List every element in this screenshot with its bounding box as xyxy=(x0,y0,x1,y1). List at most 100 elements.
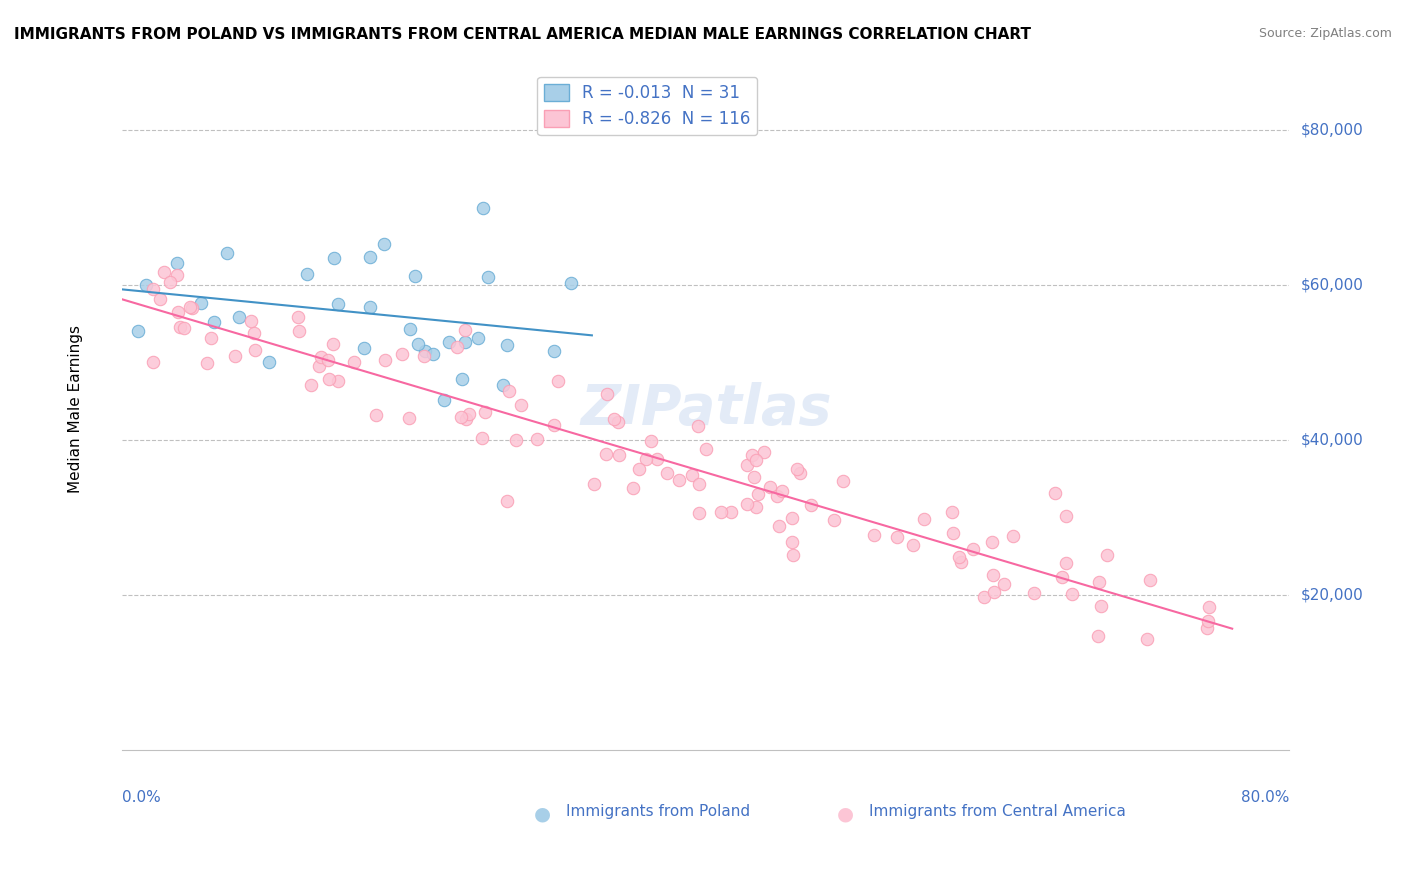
Point xyxy=(359,300,381,314)
Point xyxy=(366,409,388,423)
Point xyxy=(1087,629,1109,643)
Point xyxy=(437,334,460,349)
Point xyxy=(1056,508,1078,523)
Point xyxy=(142,355,165,369)
Point xyxy=(942,525,965,540)
Point xyxy=(768,519,790,533)
Point xyxy=(422,347,444,361)
Point xyxy=(912,512,935,526)
Point xyxy=(832,475,855,489)
Point xyxy=(780,535,803,549)
Point xyxy=(228,310,250,324)
Point xyxy=(413,344,436,359)
Point xyxy=(962,541,984,556)
Point xyxy=(328,374,350,388)
Point xyxy=(1087,575,1109,590)
Point xyxy=(1090,599,1112,613)
Point xyxy=(1050,570,1073,584)
Text: ●: ● xyxy=(534,804,551,823)
Point xyxy=(903,538,925,552)
Point xyxy=(505,433,527,447)
Point xyxy=(398,410,420,425)
Point xyxy=(941,505,963,519)
Point xyxy=(153,265,176,279)
Point xyxy=(471,202,494,216)
Point xyxy=(359,250,381,264)
Point xyxy=(391,347,413,361)
Point xyxy=(735,497,758,511)
Text: ZIPatlas: ZIPatlas xyxy=(579,382,831,436)
Point xyxy=(754,445,776,459)
Point xyxy=(621,481,644,495)
Point xyxy=(681,468,703,483)
Point xyxy=(741,448,763,462)
Point xyxy=(202,315,225,329)
Point xyxy=(720,505,742,519)
Text: $40,000: $40,000 xyxy=(1301,433,1364,448)
Point xyxy=(983,584,1005,599)
Point xyxy=(456,412,478,426)
Point xyxy=(326,297,349,311)
Point xyxy=(759,480,782,494)
Point xyxy=(782,548,804,562)
Point xyxy=(695,442,717,456)
Point xyxy=(1095,548,1118,562)
Point xyxy=(509,398,531,412)
Point xyxy=(498,384,520,399)
Point xyxy=(316,353,339,368)
Point xyxy=(747,487,769,501)
Point xyxy=(582,477,605,491)
Point xyxy=(742,470,765,484)
Point xyxy=(547,374,569,388)
Point xyxy=(1043,486,1066,500)
Point xyxy=(668,473,690,487)
Point xyxy=(432,392,454,407)
Point xyxy=(1198,600,1220,615)
Legend: R = -0.013  N = 31, R = -0.826  N = 116: R = -0.013 N = 31, R = -0.826 N = 116 xyxy=(537,77,758,135)
Point xyxy=(786,462,808,476)
Point xyxy=(492,377,515,392)
Text: IMMIGRANTS FROM POLAND VS IMMIGRANTS FROM CENTRAL AMERICA MEDIAN MALE EARNINGS C: IMMIGRANTS FROM POLAND VS IMMIGRANTS FRO… xyxy=(14,27,1031,42)
Text: 0.0%: 0.0% xyxy=(122,790,162,805)
Point xyxy=(1139,574,1161,588)
Point xyxy=(323,252,346,266)
Text: $80,000: $80,000 xyxy=(1301,123,1364,138)
Point xyxy=(737,458,759,473)
Point xyxy=(823,513,845,527)
Point xyxy=(299,378,322,392)
Point xyxy=(179,300,201,314)
Point xyxy=(127,324,149,338)
Point xyxy=(609,448,631,462)
Point xyxy=(789,466,811,480)
Point xyxy=(634,452,657,467)
Point xyxy=(373,237,395,252)
Point xyxy=(1002,529,1025,543)
Point xyxy=(288,324,311,338)
Point xyxy=(640,434,662,449)
Point xyxy=(224,349,246,363)
Point xyxy=(950,555,973,569)
Point xyxy=(259,355,281,369)
Text: Immigrants from Poland: Immigrants from Poland xyxy=(565,804,749,819)
Point xyxy=(467,331,489,345)
Point xyxy=(173,320,195,334)
Point xyxy=(287,310,309,324)
Point xyxy=(973,590,995,604)
Point xyxy=(446,340,468,354)
Text: Source: ZipAtlas.com: Source: ZipAtlas.com xyxy=(1258,27,1392,40)
Point xyxy=(993,577,1015,591)
Point xyxy=(200,331,222,345)
Point xyxy=(645,452,668,467)
Point xyxy=(770,484,793,499)
Point xyxy=(295,267,318,281)
Point xyxy=(166,255,188,269)
Point xyxy=(526,432,548,446)
Point xyxy=(322,336,344,351)
Point xyxy=(353,341,375,355)
Point xyxy=(745,452,768,467)
Text: ●: ● xyxy=(837,804,855,823)
Point xyxy=(457,407,479,421)
Point xyxy=(948,549,970,564)
Point xyxy=(560,276,582,290)
Point xyxy=(688,507,710,521)
